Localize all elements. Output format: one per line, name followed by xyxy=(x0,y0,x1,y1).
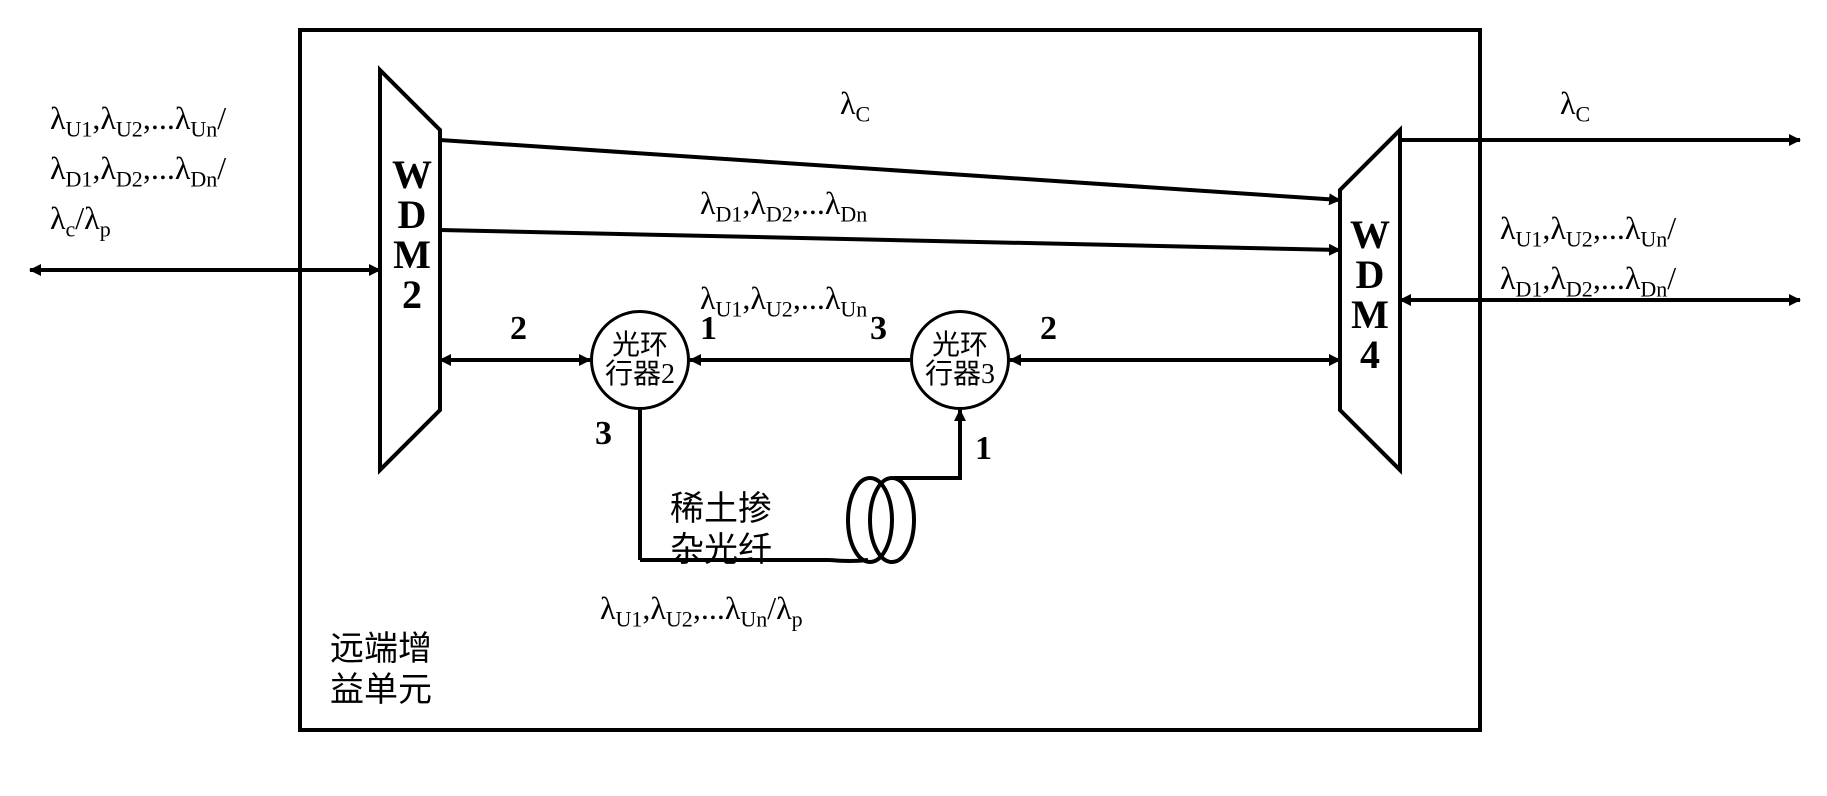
circulator-2: 光环行器2 xyxy=(590,310,690,410)
circ2-port3: 3 xyxy=(595,415,612,453)
path-lambda-d-label: λD1,λD2,...λDn xyxy=(700,185,867,227)
path-lambda-c-label: λC xyxy=(840,85,870,127)
circ3-port1: 1 xyxy=(975,430,992,468)
diagram-root: { "colors": { "line": "#000000", "bg": "… xyxy=(0,0,1827,796)
path-lambda-c xyxy=(440,140,1340,200)
wdm4-label: WDM4 xyxy=(1350,215,1390,375)
remote-gain-unit-box xyxy=(300,30,1480,730)
wdm4-text: WDM4 xyxy=(1350,212,1390,377)
remote-gain-unit-label: 远端增益单元 xyxy=(330,630,432,712)
diagram-svg xyxy=(0,0,1827,796)
circ3-port2: 2 xyxy=(1040,310,1057,348)
circulator-2-label: 光环行器2 xyxy=(605,331,675,390)
right-io-line2: λD1,λD2,...λDn/ xyxy=(1500,260,1676,302)
fiber-lambdas-label: λU1,λU2,...λUn/λp xyxy=(600,590,803,632)
wdm2-text: WDM2 xyxy=(392,152,432,317)
circ2-port2: 2 xyxy=(510,310,527,348)
left-io-line3: λc/λp xyxy=(50,200,111,242)
circulator-3: 光环行器3 xyxy=(910,310,1010,410)
circ3-port3: 3 xyxy=(870,310,887,348)
wdm2-label: WDM2 xyxy=(392,155,432,315)
circulator-3-label: 光环行器3 xyxy=(925,331,995,390)
left-io-line2: λD1,λD2,...λDn/ xyxy=(50,150,226,192)
left-io-line1: λU1,λU2,...λUn/ xyxy=(50,100,226,142)
fiber-label: 稀土掺杂光纤 xyxy=(670,490,772,572)
fiber-to-circ3 xyxy=(894,410,960,478)
right-lambda-c-label: λC xyxy=(1560,85,1590,127)
path-lambda-d xyxy=(440,230,1340,250)
right-io-line1: λU1,λU2,...λUn/ xyxy=(1500,210,1676,252)
path-lambda-u-label: λU1,λU2,...λUn xyxy=(700,280,867,322)
